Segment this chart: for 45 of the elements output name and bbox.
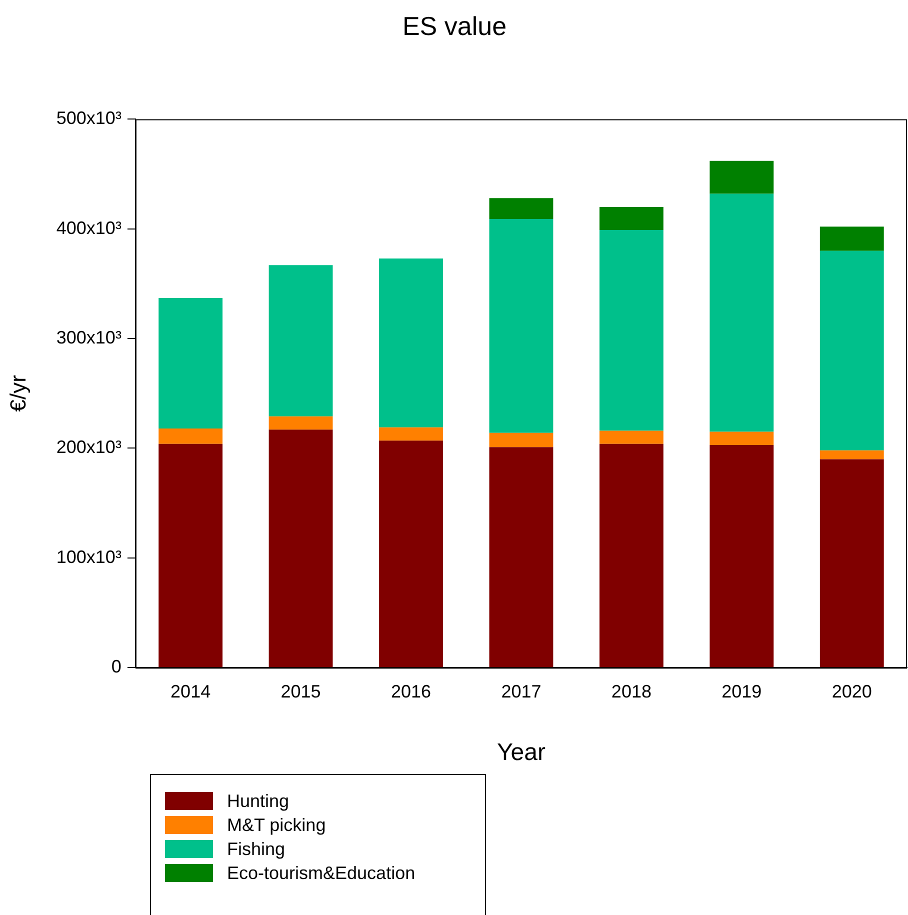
x-tick-label: 2017 (501, 681, 542, 702)
y-tick-label: 300x10³ (56, 328, 122, 348)
y-tick-label: 100x10³ (56, 546, 122, 567)
bar (379, 440, 443, 668)
bar (820, 450, 884, 460)
x-tick-label: 2019 (722, 681, 762, 702)
y-tick-label: 400x10³ (56, 218, 122, 238)
bar (710, 444, 774, 668)
x-tick-label: 2020 (832, 681, 872, 702)
legend-label: Hunting (227, 790, 290, 812)
bar (489, 432, 554, 448)
bar (489, 198, 554, 220)
x-axis-title: Year (496, 739, 546, 766)
bar (489, 447, 554, 668)
bar (710, 432, 774, 445)
x-tick-label: 2016 (390, 681, 432, 702)
bar (158, 298, 223, 428)
bar (268, 265, 333, 416)
x-tick-label: 2015 (280, 681, 321, 702)
y-tick-label: 200x10³ (56, 437, 122, 458)
y-tick-label: 0 (111, 656, 122, 677)
chart-title: ES value (402, 10, 507, 41)
bar (820, 459, 884, 668)
bar (710, 160, 774, 194)
bar (379, 258, 443, 428)
bar (820, 250, 884, 450)
bar (158, 444, 223, 668)
bar (599, 230, 664, 431)
bar (268, 416, 333, 430)
bar (599, 206, 664, 230)
x-tick-label: 2018 (611, 681, 652, 702)
bar (820, 226, 884, 251)
bar (379, 427, 443, 441)
bar (599, 444, 664, 668)
bar (158, 428, 223, 444)
legend-label: Eco-tourism&Education (227, 862, 416, 884)
y-tick-label: 500x10³ (56, 108, 122, 128)
legend-label: M&T picking (227, 814, 326, 836)
bar (710, 194, 774, 432)
bar (599, 430, 664, 444)
y-axis-title: €/yr (5, 375, 30, 412)
bar (268, 430, 333, 668)
legend-label: Fishing (227, 838, 286, 860)
bar (489, 219, 554, 433)
x-tick-label: 2014 (170, 681, 211, 702)
